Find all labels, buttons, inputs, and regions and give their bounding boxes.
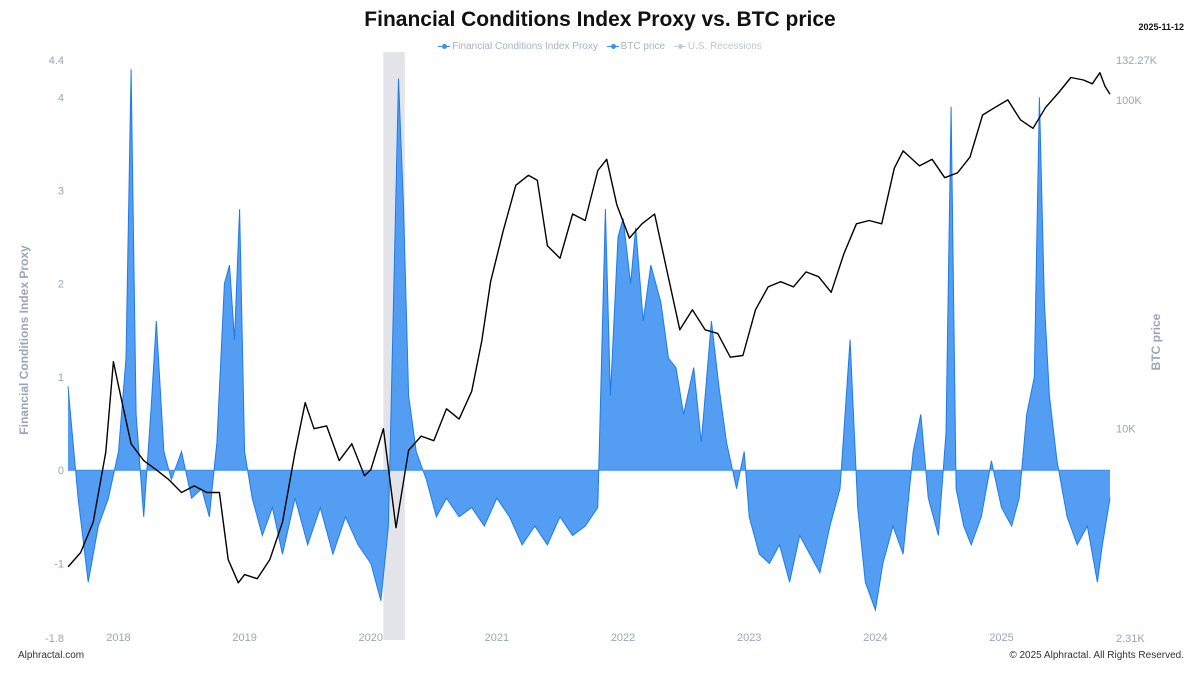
- chart-title: Financial Conditions Index Proxy vs. BTC…: [364, 8, 836, 31]
- tick-layer: 4.4 4 3 2 1 0 -1 -1.8 132.27K 100K 10K 2.31K 2018 201…: [45, 55, 1158, 645]
- y-left-tick: 0: [58, 465, 64, 477]
- legend-label-fci: Financial Conditions Index Proxy: [452, 41, 598, 52]
- legend-label-recessions: U.S. Recessions: [687, 41, 762, 52]
- fci-area: [68, 69, 1110, 611]
- x-tick: 2023: [737, 632, 761, 644]
- fci-area-layer: [67, 69, 1111, 612]
- y-right-tick: 132.27K: [1116, 55, 1158, 67]
- legend-marker-recessions: [673, 41, 686, 51]
- legend-marker-fci: [438, 41, 451, 51]
- y-right-tick: 10K: [1116, 424, 1136, 436]
- y-left-tick: 4.4: [49, 55, 64, 67]
- legend-item-btc[interactable]: BTC price: [606, 41, 666, 52]
- legend-marker-btc: [606, 41, 619, 51]
- legend-label-btc: BTC price: [620, 41, 666, 52]
- x-tick: 2025: [989, 632, 1013, 644]
- y-right-tick: 2.31K: [1116, 633, 1145, 645]
- y-left-tick: -1.8: [45, 633, 64, 645]
- chart-legend: Financial Conditions Index Proxy BTC pri…: [0, 41, 1200, 52]
- y-left-tick: 2: [58, 279, 64, 291]
- x-tick: 2022: [611, 632, 635, 644]
- footer-copyright: © 2025 Alphractal. All Rights Reserved.: [1009, 650, 1184, 661]
- y-left-tick: 3: [58, 186, 64, 198]
- footer-source: Alphractal.com: [18, 650, 85, 661]
- y-left-tick: 1: [58, 372, 64, 384]
- x-tick: 2020: [359, 632, 383, 644]
- x-tick: 2024: [863, 632, 887, 644]
- x-tick: 2019: [232, 632, 256, 644]
- fci-line: [67, 69, 1111, 612]
- y-right-tick: 100K: [1116, 95, 1142, 107]
- btc-line-layer: [67, 72, 1111, 584]
- legend-item-fci[interactable]: Financial Conditions Index Proxy: [438, 41, 598, 52]
- chart-date: 2025-11-12: [1138, 22, 1184, 32]
- x-tick: 2021: [485, 632, 509, 644]
- y-left-tick: -1: [54, 558, 64, 570]
- legend-item-recessions[interactable]: U.S. Recessions: [673, 41, 762, 52]
- y-left-tick: 4: [58, 92, 64, 104]
- btc-price-line: [67, 72, 1111, 584]
- x-tick: 2018: [106, 632, 130, 644]
